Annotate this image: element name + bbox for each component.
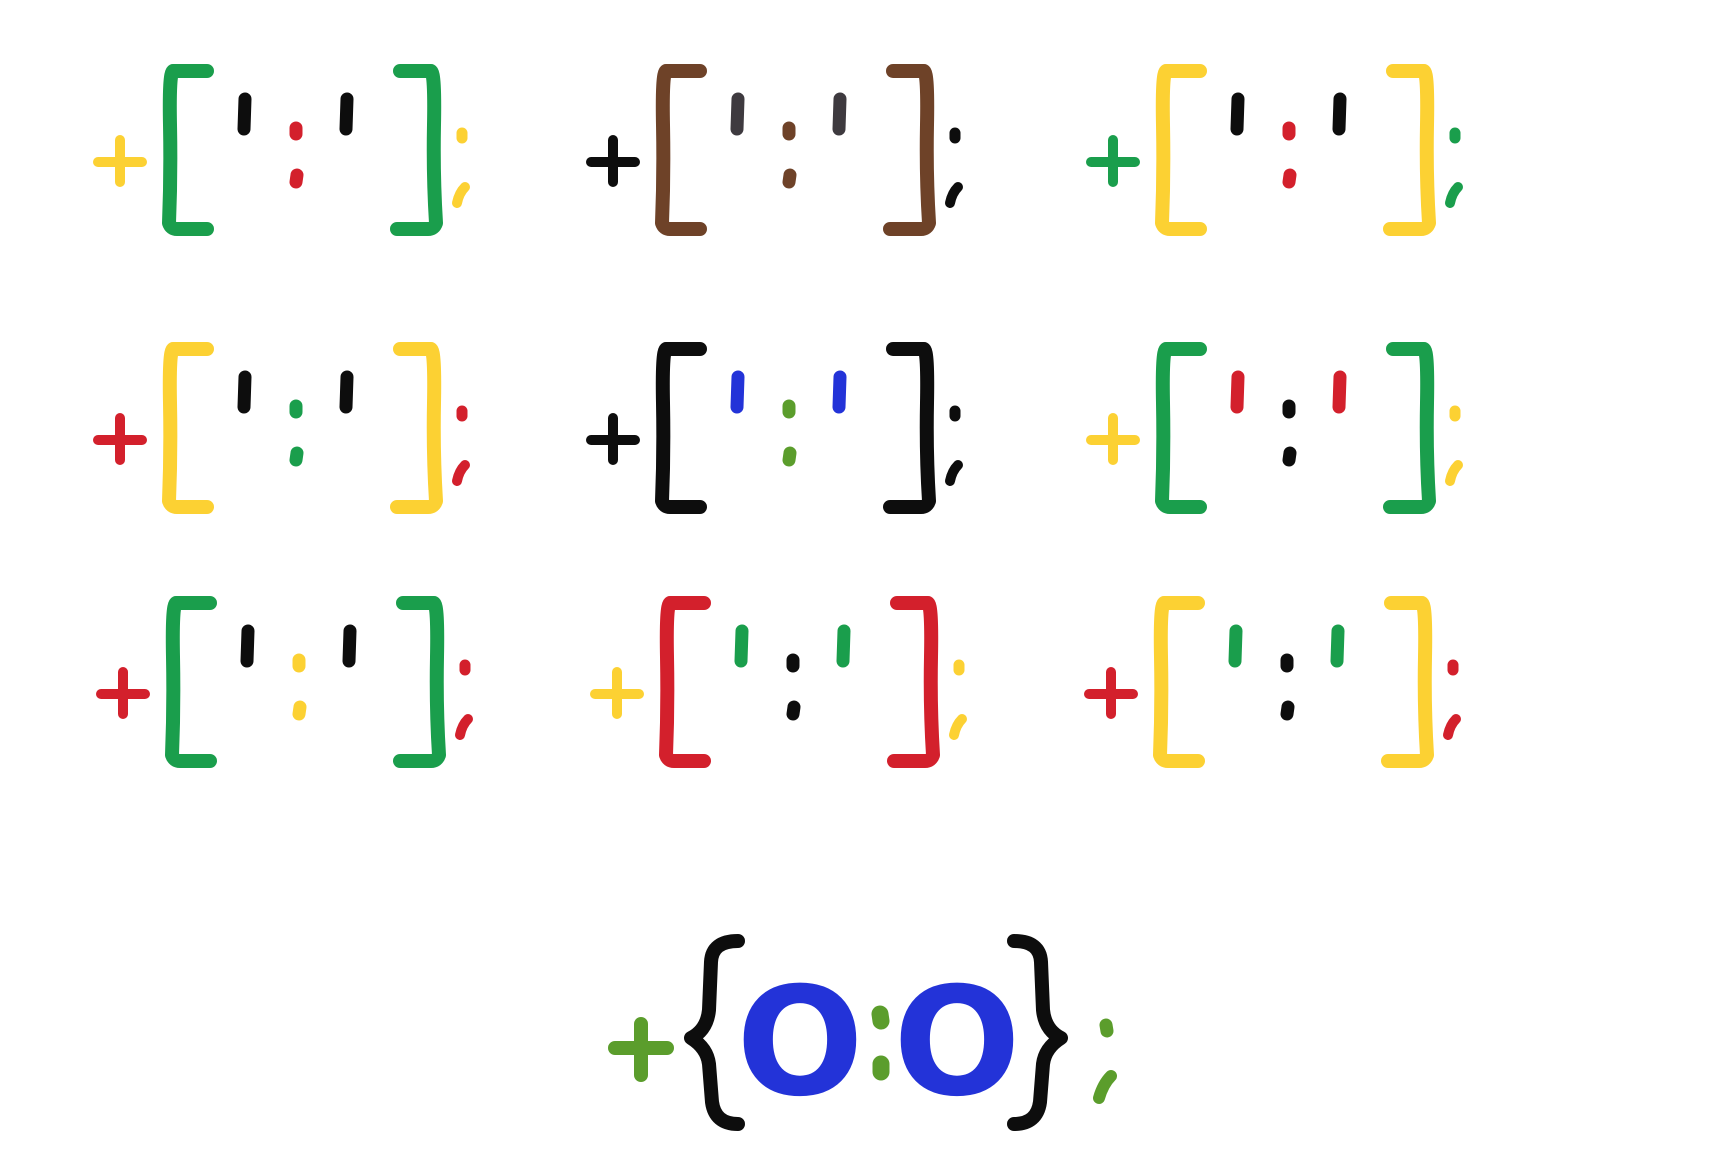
left-bracket [1153, 596, 1205, 768]
left-eye [734, 624, 749, 668]
left-eye [1230, 370, 1245, 414]
emoticon-2 [586, 64, 963, 236]
semicolon [1445, 127, 1463, 208]
right-bracket [887, 596, 940, 768]
left-bracket [165, 596, 217, 768]
right-bracket [883, 342, 936, 514]
left-bracket [162, 342, 214, 514]
right-eye: O [893, 956, 1021, 1130]
right-bracket [390, 64, 443, 236]
right-eye [342, 624, 357, 668]
right-eye [1332, 92, 1347, 136]
left-brace [684, 934, 745, 1131]
left-eye [1230, 92, 1245, 136]
semicolon [945, 405, 963, 486]
plus-sign [608, 1017, 674, 1082]
plus-sign [586, 135, 640, 187]
right-eye [339, 370, 354, 414]
emoticon-1 [93, 64, 470, 236]
plus-sign [1086, 413, 1140, 465]
left-bracket [655, 64, 707, 236]
right-eye [832, 92, 847, 136]
semicolon [452, 127, 470, 208]
semicolon [452, 405, 470, 486]
left-eye [1228, 624, 1243, 668]
colon-nose [1280, 653, 1295, 721]
emoticon-5 [586, 342, 963, 514]
left-bracket [1155, 342, 1207, 514]
semicolon [949, 659, 967, 740]
emoticon-8 [590, 596, 967, 768]
left-eye [237, 92, 252, 136]
colon-nose [1282, 121, 1297, 189]
colon-nose [292, 653, 307, 721]
emoticon-7 [96, 596, 473, 768]
emoticon-6 [1086, 342, 1463, 514]
left-bracket [655, 342, 707, 514]
left-eye [730, 92, 745, 136]
right-bracket [1383, 342, 1436, 514]
right-bracket [1383, 64, 1436, 236]
semicolon [1443, 659, 1461, 740]
plus-sign [1086, 135, 1140, 187]
right-bracket [1381, 596, 1434, 768]
left-eye: O [736, 956, 864, 1130]
plus-sign [1084, 667, 1138, 719]
emoticon-grid [93, 64, 1463, 768]
left-eye [237, 370, 252, 414]
plus-sign [590, 667, 644, 719]
colon-nose [1282, 399, 1297, 467]
semicolon [1445, 405, 1463, 486]
left-bracket [162, 64, 214, 236]
semicolon [1093, 1018, 1117, 1104]
colon-nose [786, 653, 801, 721]
plus-sign [586, 413, 640, 465]
left-eye [730, 370, 745, 414]
right-bracket [393, 596, 446, 768]
right-eye [836, 624, 851, 668]
right-bracket [883, 64, 936, 236]
colon-nose [289, 399, 304, 467]
emoticon-4 [93, 342, 470, 514]
left-eye [240, 624, 255, 668]
colon-nose [782, 399, 797, 467]
right-eye [1330, 624, 1345, 668]
right-eye [832, 370, 847, 414]
plus-sign [93, 135, 147, 187]
semicolon [455, 659, 473, 740]
colon-nose [871, 1005, 890, 1081]
emoticon-3 [1086, 64, 1463, 236]
colon-nose [289, 121, 304, 189]
plus-sign [93, 413, 147, 465]
semicolon [945, 127, 963, 208]
emoticon-9 [1084, 596, 1461, 768]
right-brace [1007, 934, 1068, 1131]
right-eye [339, 92, 354, 136]
right-eye [1332, 370, 1347, 414]
left-bracket [1155, 64, 1207, 236]
left-bracket [659, 596, 711, 768]
colon-nose [782, 121, 797, 189]
plus-sign [96, 667, 150, 719]
right-bracket [390, 342, 443, 514]
